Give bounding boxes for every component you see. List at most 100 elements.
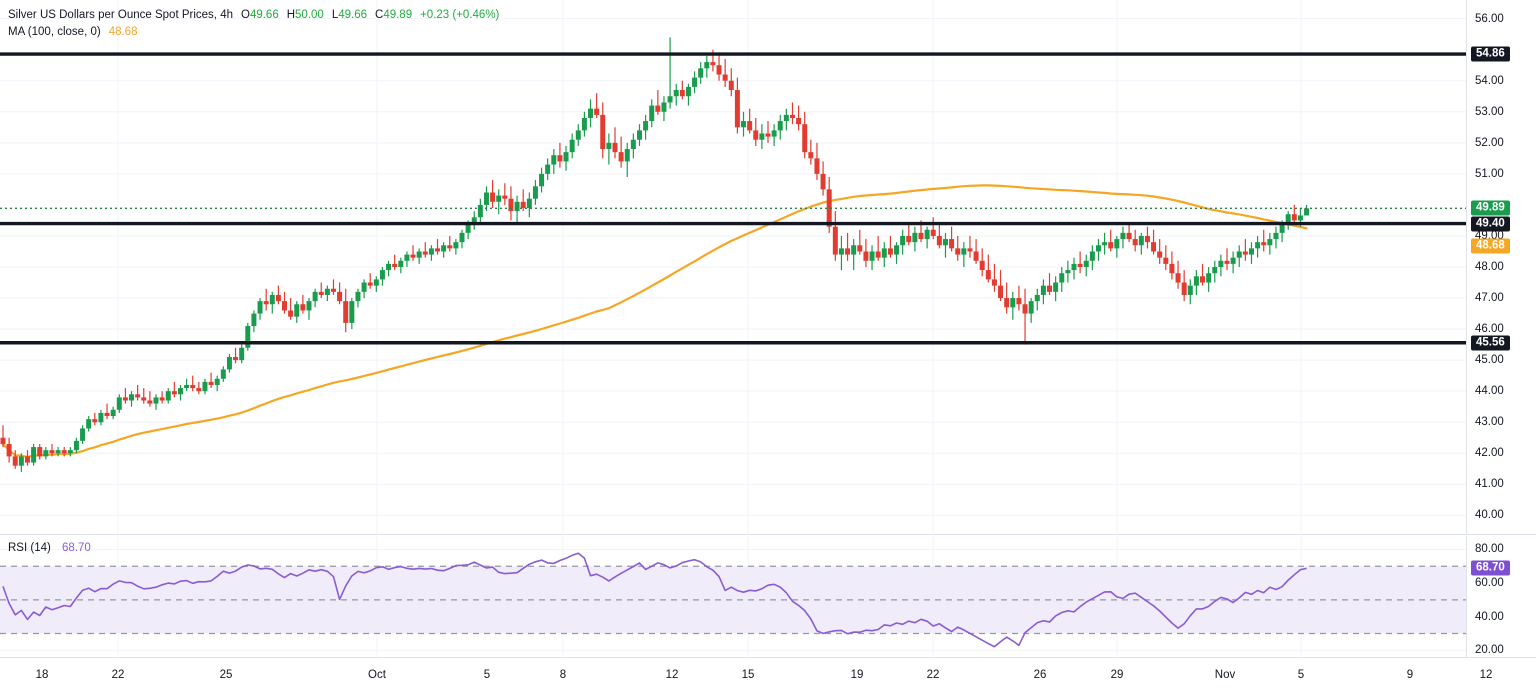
- candle-body: [1144, 235, 1150, 243]
- candle-body: [741, 121, 747, 128]
- candle-body: [1261, 242, 1267, 246]
- candle-body: [698, 68, 704, 78]
- candle-body: [471, 217, 477, 224]
- candle-body: [612, 142, 618, 153]
- candle-body: [404, 254, 410, 261]
- candle-body: [594, 108, 600, 115]
- price-pane[interactable]: [0, 0, 1466, 534]
- candle-body: [930, 229, 936, 236]
- candle-body: [808, 152, 814, 159]
- candle-body: [918, 232, 924, 240]
- price-badge-ma-value[interactable]: 48.68: [1471, 238, 1510, 254]
- candle-body: [520, 201, 526, 209]
- price-tick-48.00: 48.00: [1475, 261, 1504, 273]
- candle-body: [502, 195, 508, 199]
- candle-body: [643, 121, 649, 131]
- candle-body: [1126, 232, 1132, 240]
- candle-body: [606, 142, 612, 150]
- rsi-pane[interactable]: [0, 536, 1466, 657]
- candle-body: [1022, 304, 1028, 314]
- candle-body: [330, 288, 336, 292]
- candle-body: [747, 121, 753, 131]
- candle-body: [1095, 245, 1101, 252]
- price-tick-44.00: 44.00: [1475, 385, 1504, 398]
- candle-body: [324, 288, 330, 295]
- candle-body: [73, 440, 79, 451]
- price-badge-resistance-54-86[interactable]: 54.86: [1471, 46, 1510, 62]
- rsi-badge[interactable]: 68.70: [1471, 560, 1510, 576]
- rsi-axis[interactable]: 80.00 60.00 40.00 20.00 68.70: [1466, 536, 1536, 657]
- price-tick-41.00: 41.00: [1475, 478, 1504, 491]
- candle-body: [881, 248, 887, 258]
- candle-body: [667, 96, 673, 103]
- candle-body: [851, 245, 857, 255]
- time-axis[interactable]: 18 22 25 Oct 5 8 12 15 19 22 26 29 Nov 5 9 12: [0, 657, 1536, 691]
- time-label-Oct: Oct: [368, 669, 386, 681]
- price-tick-51.00: 51.00: [1475, 167, 1504, 180]
- candle-body: [1248, 248, 1254, 255]
- candle-body: [838, 248, 844, 255]
- candle-body: [135, 394, 141, 398]
- candle-body: [661, 102, 667, 112]
- candle-body: [349, 301, 355, 323]
- candle-body: [1132, 239, 1138, 246]
- candle-body: [453, 242, 459, 249]
- candle-body: [704, 62, 710, 69]
- candle-body: [1053, 282, 1059, 292]
- candle-body: [1230, 257, 1236, 264]
- time-label-12: 12: [1479, 669, 1493, 681]
- candle-body: [796, 117, 802, 125]
- candle-body: [618, 152, 624, 162]
- candle-body: [563, 152, 569, 162]
- price-badge-resistance-49-40[interactable]: 49.40: [1471, 216, 1510, 232]
- candle-body: [165, 391, 171, 401]
- candle-body: [942, 239, 948, 246]
- candle-body: [184, 384, 190, 389]
- candle-body: [991, 279, 997, 286]
- candle-body: [1291, 214, 1297, 221]
- candle-body: [1047, 285, 1053, 292]
- candle-body: [67, 450, 73, 454]
- candle-body: [490, 192, 496, 202]
- candle-body: [208, 381, 214, 385]
- candle-body: [1083, 260, 1089, 267]
- candle-body: [190, 384, 196, 389]
- time-label-18: 18: [35, 669, 49, 681]
- candle-body: [122, 397, 128, 401]
- candle-body: [1071, 263, 1077, 271]
- candle-body: [361, 282, 367, 292]
- candle-body: [692, 77, 698, 87]
- time-label-5: 5: [483, 669, 491, 681]
- candle-body: [483, 192, 489, 205]
- candle-body: [1151, 242, 1157, 252]
- candle-body: [789, 114, 795, 118]
- candle-body: [282, 301, 288, 311]
- candle-body: [526, 198, 532, 209]
- price-badge-last-close[interactable]: 49.89: [1471, 200, 1510, 216]
- candle-body: [1187, 285, 1193, 295]
- candle-body: [367, 282, 373, 286]
- price-badge-support-45-56[interactable]: 45.56: [1471, 335, 1510, 351]
- candle-body: [624, 149, 630, 162]
- candle-body: [61, 450, 67, 454]
- candle-body: [337, 291, 343, 302]
- candle-body: [306, 301, 312, 311]
- price-tick-43.00: 43.00: [1475, 416, 1504, 429]
- candle-body: [1120, 232, 1126, 240]
- candle-body: [177, 388, 183, 395]
- rsi-tick-40.00: 40.00: [1475, 610, 1504, 623]
- candle-body: [655, 105, 661, 112]
- candle-body: [1279, 223, 1285, 233]
- candle-body: [753, 130, 759, 140]
- time-label-5: 5: [1297, 669, 1305, 681]
- candle-body: [728, 80, 734, 91]
- candle-body: [710, 62, 716, 66]
- ma-line: [1, 184, 1308, 459]
- candle-body: [924, 229, 930, 240]
- candle-body: [857, 245, 863, 252]
- candle-body: [1224, 260, 1230, 264]
- candle-body: [955, 248, 961, 255]
- price-tick-53.00: 53.00: [1475, 105, 1504, 118]
- candle-body: [1059, 273, 1065, 283]
- price-axis[interactable]: 56.00 54.00 53.00 52.00 51.00 49.00 48.00 47.00…: [1466, 0, 1536, 534]
